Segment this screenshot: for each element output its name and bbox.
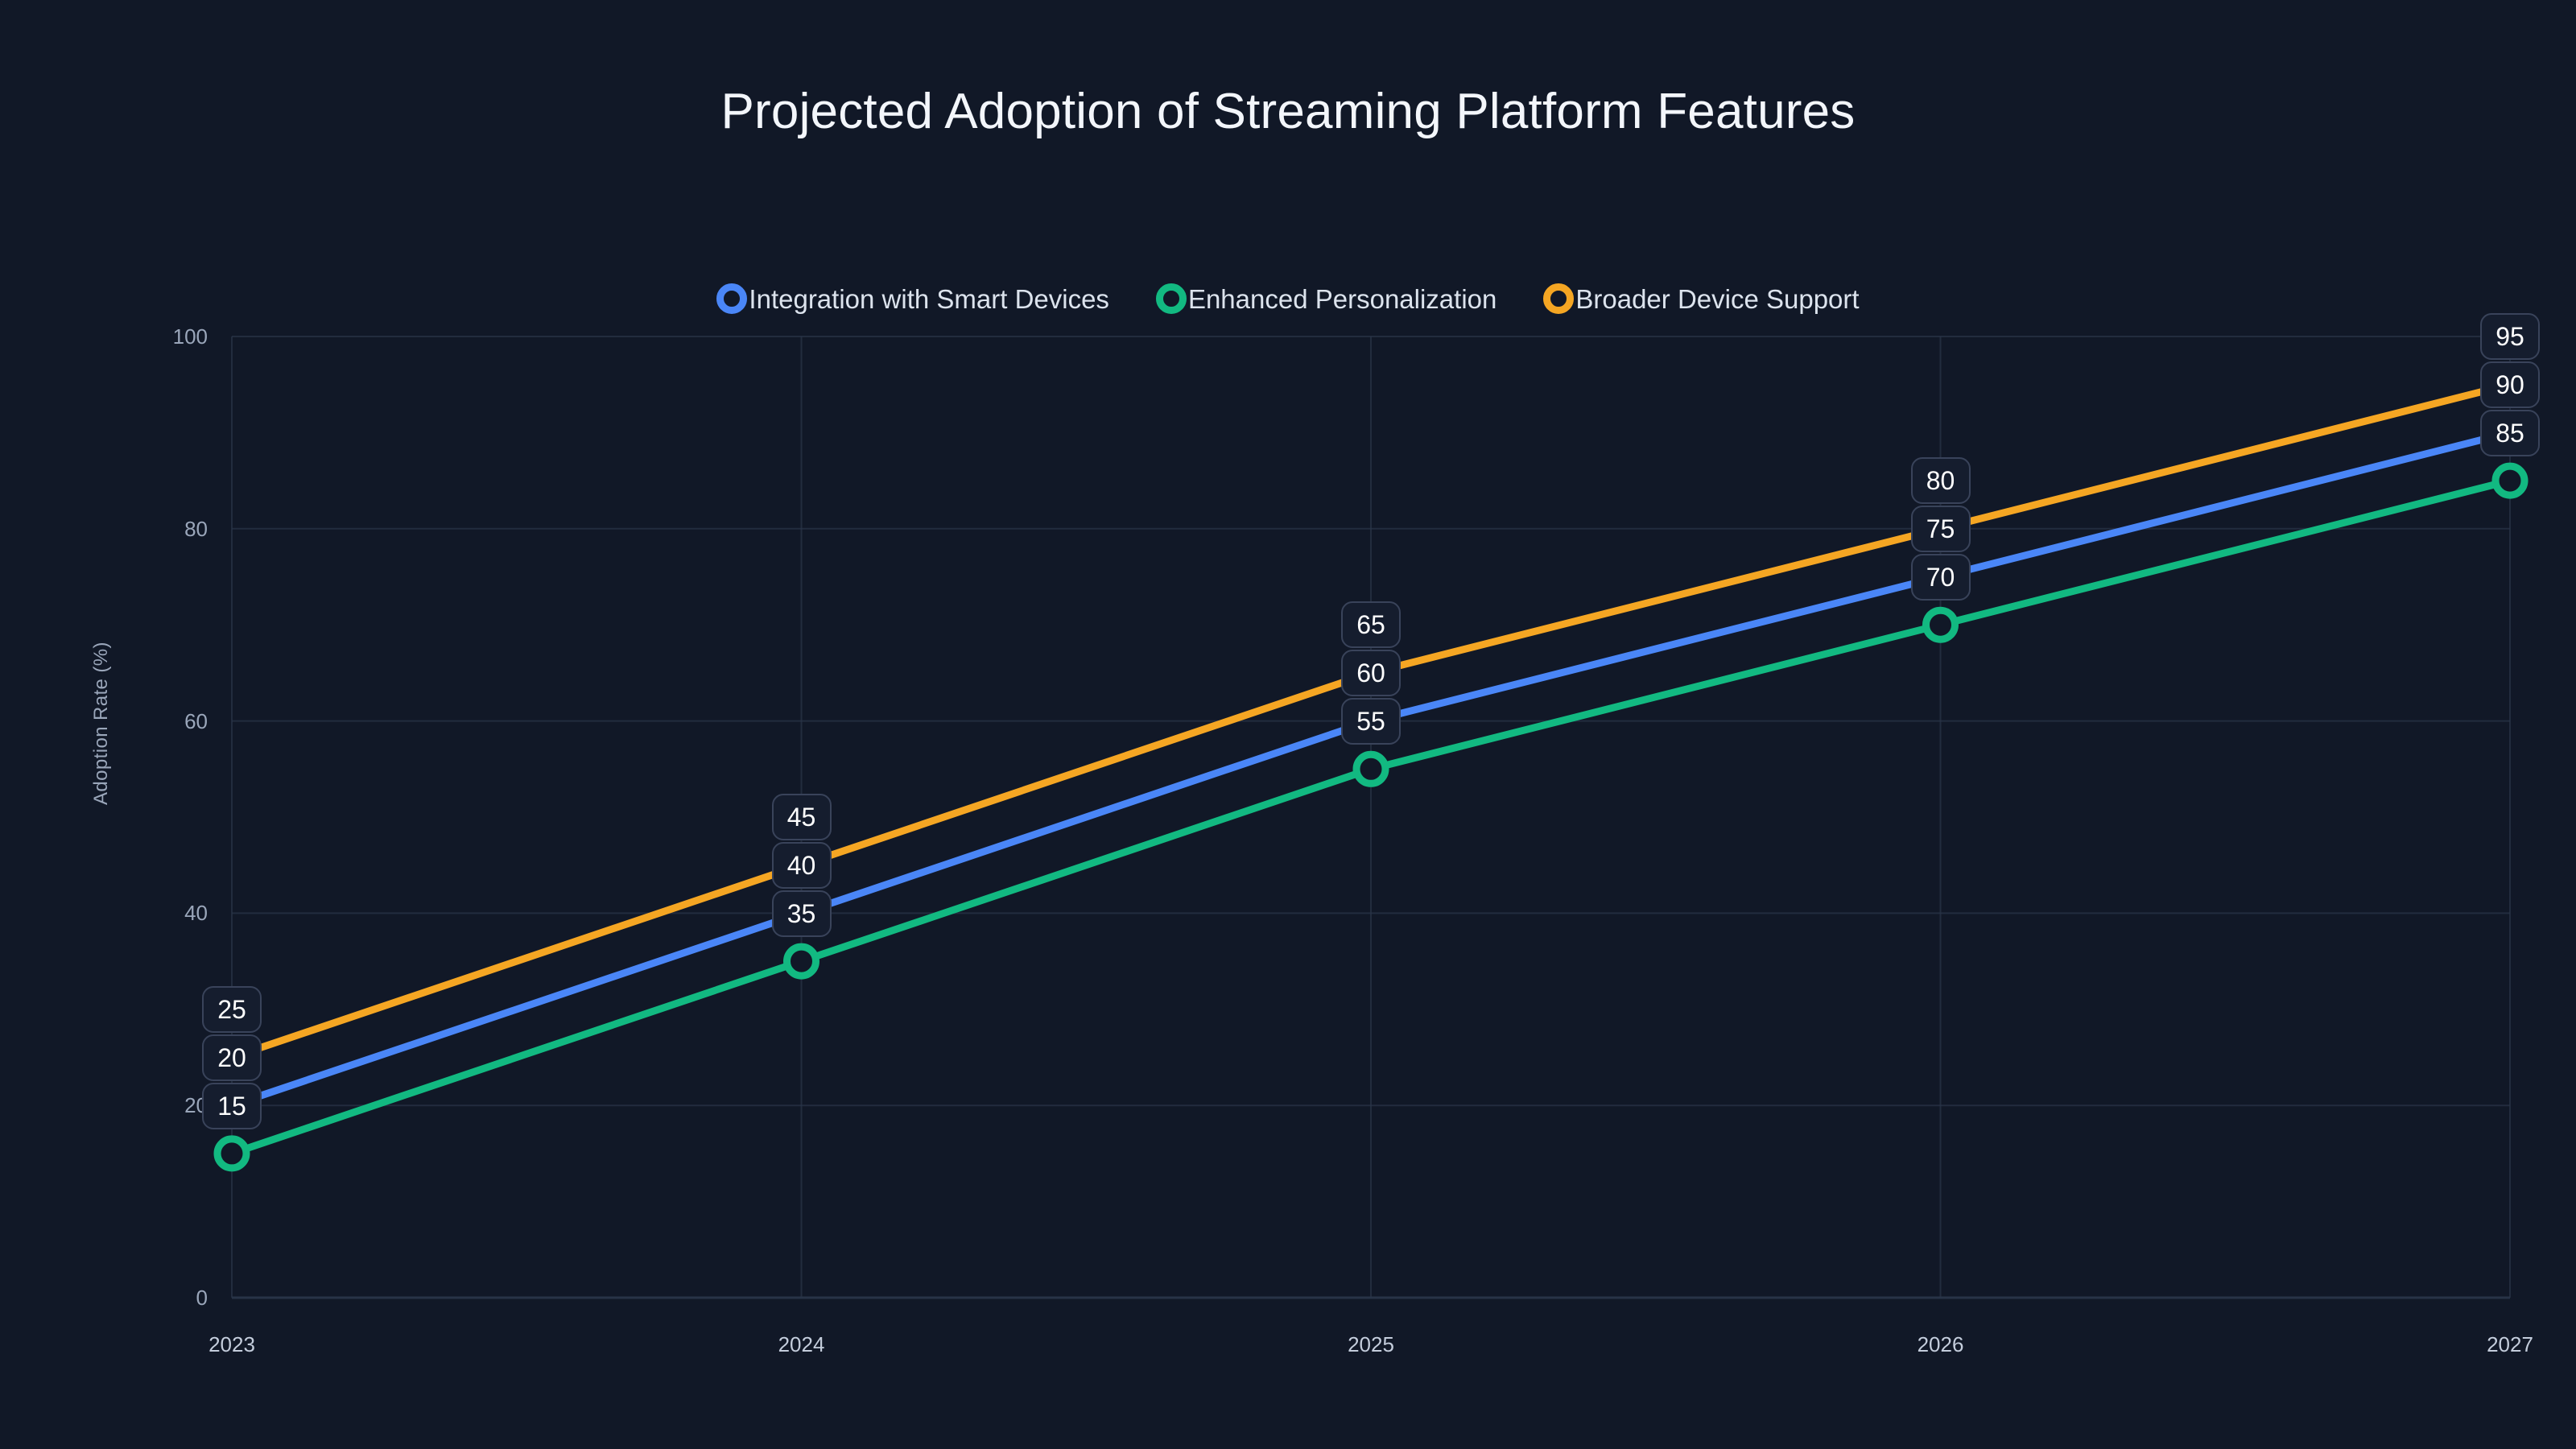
legend-item-label: Enhanced Personalization bbox=[1187, 283, 1497, 314]
legend-item-2[interactable]: Broader Device Support bbox=[1543, 283, 1860, 314]
data-point-label: 85 bbox=[2480, 409, 2540, 456]
x-axis-tick-label: 2024 bbox=[778, 1332, 825, 1356]
legend-marker-icon bbox=[716, 283, 748, 314]
data-point-label: 60 bbox=[1341, 649, 1401, 696]
data-point-marker[interactable] bbox=[1352, 750, 1389, 787]
series-1 bbox=[213, 462, 2529, 1172]
y-axis-tick-label: 60 bbox=[184, 708, 208, 733]
data-point-label: 95 bbox=[2480, 312, 2540, 360]
chart-legend: Integration with Smart Devices Enhanced P… bbox=[0, 283, 2576, 314]
legend-marker-icon bbox=[1543, 283, 1575, 314]
data-point-label: 35 bbox=[771, 890, 832, 937]
x-axis-tick-label: 2027 bbox=[2487, 1332, 2533, 1356]
data-point-marker[interactable] bbox=[783, 943, 819, 980]
y-axis-tick-label: 80 bbox=[184, 516, 208, 541]
data-point-label: 65 bbox=[1341, 601, 1401, 648]
data-point-marker[interactable] bbox=[213, 1135, 250, 1172]
legend-item-label: Integration with Smart Devices bbox=[749, 283, 1109, 314]
x-axis-tick-label: 2023 bbox=[208, 1332, 255, 1356]
y-axis-tick-label: 100 bbox=[172, 324, 208, 349]
data-point-label: 20 bbox=[202, 1034, 262, 1081]
data-point-marker[interactable] bbox=[2491, 462, 2529, 499]
data-point-label: 55 bbox=[1341, 697, 1401, 745]
legend-item-1[interactable]: Enhanced Personalization bbox=[1155, 283, 1497, 314]
y-axis-tick-label: 0 bbox=[196, 1286, 208, 1310]
data-point-label: 75 bbox=[1910, 505, 1971, 552]
legend-marker-icon bbox=[1155, 283, 1187, 314]
y-axis-tick-label: 20 bbox=[184, 1093, 208, 1118]
data-point-label: 80 bbox=[1910, 456, 1971, 504]
data-point-label: 70 bbox=[1910, 553, 1971, 601]
y-axis-title: Adoption Rate (%) bbox=[90, 642, 112, 805]
data-point-label: 15 bbox=[202, 1082, 262, 1129]
data-point-label: 45 bbox=[771, 793, 832, 840]
legend-item-label: Broader Device Support bbox=[1575, 283, 1860, 314]
y-axis-tick-label: 40 bbox=[184, 901, 208, 926]
data-point-label: 40 bbox=[771, 841, 832, 889]
data-point-label: 25 bbox=[202, 985, 262, 1033]
chart-title: Projected Adoption of Streaming Platform… bbox=[720, 84, 1856, 139]
legend-item-0[interactable]: Integration with Smart Devices bbox=[716, 283, 1109, 314]
x-axis-tick-label: 2025 bbox=[1348, 1332, 1394, 1356]
data-point-label: 90 bbox=[2480, 361, 2540, 408]
data-point-marker[interactable] bbox=[1922, 606, 1959, 643]
x-axis-tick-label: 2026 bbox=[1917, 1332, 1964, 1356]
